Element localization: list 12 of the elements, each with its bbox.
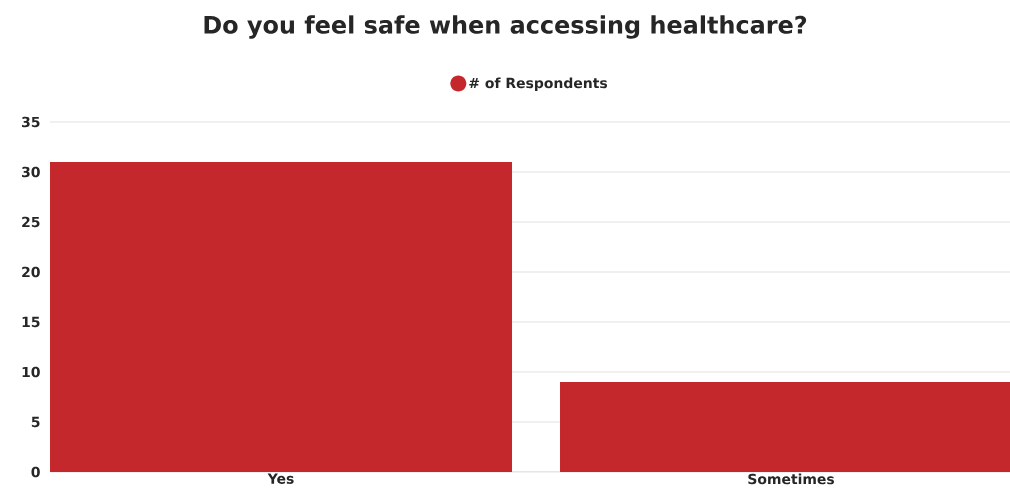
y-tick-label: 15 <box>22 316 40 328</box>
legend-label: # of Respondents <box>469 77 608 91</box>
y-tick-label: 10 <box>22 366 40 378</box>
chart-title: Do you feel safe when accessing healthcare? <box>204 15 807 39</box>
x-tick-label: Yes <box>267 473 294 484</box>
y-tick-label: 5 <box>31 416 40 428</box>
y-tick-label: 0 <box>31 466 40 478</box>
y-tick-label: 35 <box>22 116 40 128</box>
x-tick-label: Sometimes <box>748 473 835 485</box>
y-tick-label: 25 <box>22 216 40 228</box>
y-tick-label: 30 <box>22 166 40 178</box>
y-tick-label: 20 <box>22 266 40 278</box>
